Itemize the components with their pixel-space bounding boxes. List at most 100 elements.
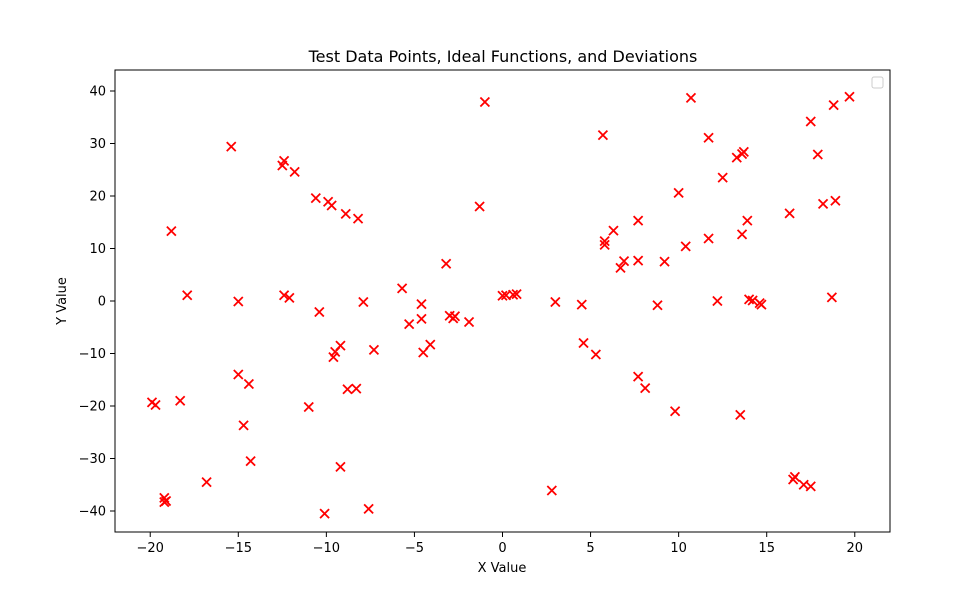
data-point	[743, 294, 755, 305]
data-point	[449, 311, 461, 322]
data-point	[736, 229, 748, 240]
data-point	[597, 129, 609, 141]
data-point	[233, 296, 244, 307]
data-point	[640, 383, 651, 394]
data-point	[233, 369, 244, 380]
y-axis: −40 −30 −20 −10 0 10 20 30 40	[79, 85, 115, 520]
data-point	[497, 290, 508, 301]
data-point	[550, 296, 561, 308]
x-axis: −20 −15 −10 −5 0 5 10 15 20	[137, 532, 863, 556]
data-point	[632, 371, 644, 382]
data-point	[243, 378, 255, 390]
data-point	[789, 471, 801, 483]
data-point	[632, 215, 644, 226]
data-point	[342, 384, 353, 395]
data-point	[844, 91, 855, 102]
data-point	[358, 296, 369, 308]
data-point	[738, 146, 749, 158]
data-point	[673, 187, 684, 198]
y-tick-label: 10	[89, 242, 106, 257]
data-point	[404, 318, 415, 330]
data-point	[289, 166, 300, 177]
x-axis-label: X Value	[478, 561, 527, 576]
data-point	[735, 409, 746, 421]
data-point	[182, 290, 193, 301]
data-point	[669, 406, 681, 417]
chart-title: Test Data Points, Ideal Functions, and D…	[308, 47, 698, 66]
data-point	[284, 292, 295, 303]
data-point	[340, 208, 351, 219]
data-point	[599, 236, 610, 247]
data-point	[576, 299, 587, 310]
data-point	[440, 258, 452, 269]
data-point	[578, 337, 589, 349]
data-point	[201, 476, 212, 488]
data-point	[416, 299, 427, 310]
data-point	[352, 213, 364, 224]
x-tick-label: 20	[846, 541, 863, 556]
data-point	[590, 349, 601, 360]
data-point	[416, 313, 427, 324]
data-point	[608, 225, 619, 236]
data-point	[805, 481, 816, 492]
data-point	[351, 383, 362, 394]
data-point	[310, 192, 321, 204]
x-tick-label: 10	[670, 541, 687, 556]
legend-box	[871, 76, 884, 89]
plot-area	[146, 91, 855, 519]
data-point	[618, 255, 630, 267]
y-tick-label: −40	[79, 505, 106, 520]
data-point	[335, 340, 346, 351]
data-point	[830, 195, 841, 206]
data-point	[685, 92, 697, 103]
data-point	[160, 495, 172, 507]
data-point	[742, 215, 753, 226]
data-point	[314, 306, 325, 318]
data-point	[326, 200, 337, 211]
data-point	[425, 339, 436, 350]
data-point	[784, 208, 795, 219]
data-point	[166, 226, 177, 237]
x-tick-label: −10	[313, 541, 340, 556]
data-point	[812, 149, 823, 160]
data-point	[826, 292, 838, 303]
data-point	[474, 201, 485, 212]
data-point	[703, 132, 714, 143]
data-point	[632, 255, 644, 266]
x-tick-label: −5	[405, 541, 424, 556]
x-tick-label: −15	[225, 541, 252, 556]
y-tick-label: −30	[79, 452, 106, 467]
y-axis-label: Y Value	[55, 277, 70, 326]
data-point	[226, 141, 237, 152]
data-point	[319, 508, 330, 519]
data-point	[828, 100, 839, 111]
y-tick-label: 40	[89, 85, 106, 100]
data-point	[817, 198, 829, 210]
y-tick-label: −20	[79, 400, 106, 415]
data-point	[703, 233, 714, 244]
data-point	[175, 395, 186, 406]
x-tick-label: −20	[137, 541, 164, 556]
data-point	[511, 289, 522, 300]
data-point	[245, 455, 256, 467]
x-tick-label: 15	[758, 541, 775, 556]
data-point	[303, 401, 314, 413]
data-point	[368, 344, 380, 355]
data-point	[615, 262, 626, 274]
data-point	[652, 300, 663, 311]
x-tick-label: 5	[586, 541, 594, 556]
data-point	[756, 299, 767, 310]
y-tick-label: 30	[89, 137, 106, 152]
data-point	[150, 399, 161, 411]
data-point	[335, 461, 346, 473]
x-tick-label: 0	[498, 541, 506, 556]
y-tick-label: −10	[79, 347, 106, 362]
data-point	[805, 116, 816, 127]
data-point	[278, 290, 290, 301]
data-point	[717, 172, 728, 183]
data-point	[659, 256, 670, 267]
data-point	[363, 503, 374, 515]
data-point	[599, 239, 610, 250]
data-point	[396, 283, 408, 294]
